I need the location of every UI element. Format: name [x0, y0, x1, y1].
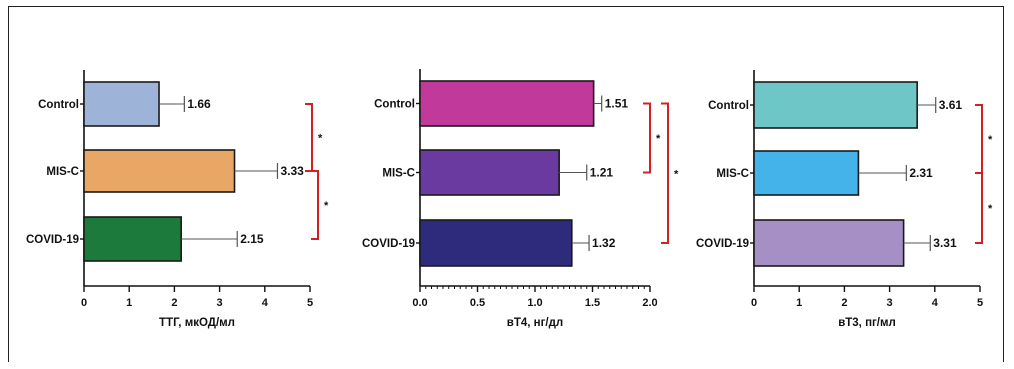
significance-bracket — [643, 102, 651, 174]
category-label: Control — [708, 100, 749, 112]
x-tick-label: 1.0 — [527, 297, 542, 309]
bar-control — [83, 81, 160, 127]
x-tick-label: 0.0 — [412, 297, 427, 309]
x-tick-label: 1 — [126, 297, 132, 309]
x-tick-label: 0 — [751, 297, 757, 309]
x-tick-label: 2.0 — [642, 297, 657, 309]
category-label: Control — [38, 99, 79, 111]
x-tick-label: 1 — [796, 297, 802, 309]
bar-control — [753, 81, 918, 129]
value-label: 1.66 — [187, 97, 211, 111]
significance-marker: * — [674, 168, 679, 180]
x-tick-label: 4 — [262, 297, 269, 309]
category-label: COVID-19 — [362, 238, 415, 250]
x-axis-label: вТ3, пг/мл — [838, 317, 896, 329]
value-label: 3.61 — [939, 98, 963, 112]
x-tick-label: 2 — [171, 297, 177, 309]
chart-panel-3: 0 1 2 3 4 5 вТ3, пг/мл 3.61 Control 2.31 MIS-C 3.31… — [696, 70, 993, 329]
value-label: 2.31 — [909, 166, 933, 180]
bar-mis-c — [419, 149, 560, 196]
value-label: 1.51 — [605, 97, 629, 111]
significance-marker: * — [324, 200, 329, 212]
x-tick-label: 5 — [977, 297, 983, 309]
value-label: 3.31 — [933, 236, 957, 250]
significance-bracket — [661, 102, 669, 244]
category-label: COVID-19 — [26, 234, 79, 246]
bar-control — [419, 80, 595, 127]
value-label: 3.33 — [280, 164, 304, 178]
category-label: MIS-C — [46, 166, 79, 178]
x-tick-label: 0 — [81, 297, 87, 309]
chart-panel-1: 0 1 2 3 4 5 ТТГ, мкОД/мл 1.66 Control 3.33 MIS-C 2.… — [26, 70, 329, 329]
significance-bracket — [311, 170, 319, 240]
significance-bracket — [975, 172, 983, 244]
bar-mis-c — [83, 149, 236, 193]
value-label: 1.32 — [592, 236, 616, 250]
category-label: Control — [374, 99, 415, 111]
x-tick-label: 1.5 — [585, 297, 600, 309]
x-tick-label: 3 — [887, 297, 893, 309]
x-tick-label: 0.5 — [470, 297, 485, 309]
x-tick-label: 4 — [932, 297, 939, 309]
x-axis-label: вТ4, нг/дл — [507, 317, 563, 329]
significance-bracket — [305, 103, 313, 172]
significance-marker: * — [656, 133, 661, 145]
significance-marker: * — [318, 133, 323, 145]
x-tick-label: 2 — [841, 297, 847, 309]
value-label: 2.15 — [240, 232, 264, 246]
x-axis-label: ТТГ, мкОД/мл — [159, 317, 235, 329]
x-tick-label: 3 — [217, 297, 223, 309]
chart-panel-2: 0.0 0.5 1.0 1.5 2.0 вТ4, нг/дл 1.51 Control 1.21… — [362, 69, 679, 329]
x-tick-label: 5 — [307, 297, 313, 309]
value-label: 1.21 — [590, 166, 614, 180]
category-label: COVID-19 — [696, 238, 749, 250]
significance-marker: * — [988, 134, 993, 146]
category-label: MIS-C — [382, 168, 415, 180]
category-label: MIS-C — [716, 168, 749, 180]
significance-marker: * — [988, 203, 993, 215]
figure-border — [8, 6, 1004, 362]
